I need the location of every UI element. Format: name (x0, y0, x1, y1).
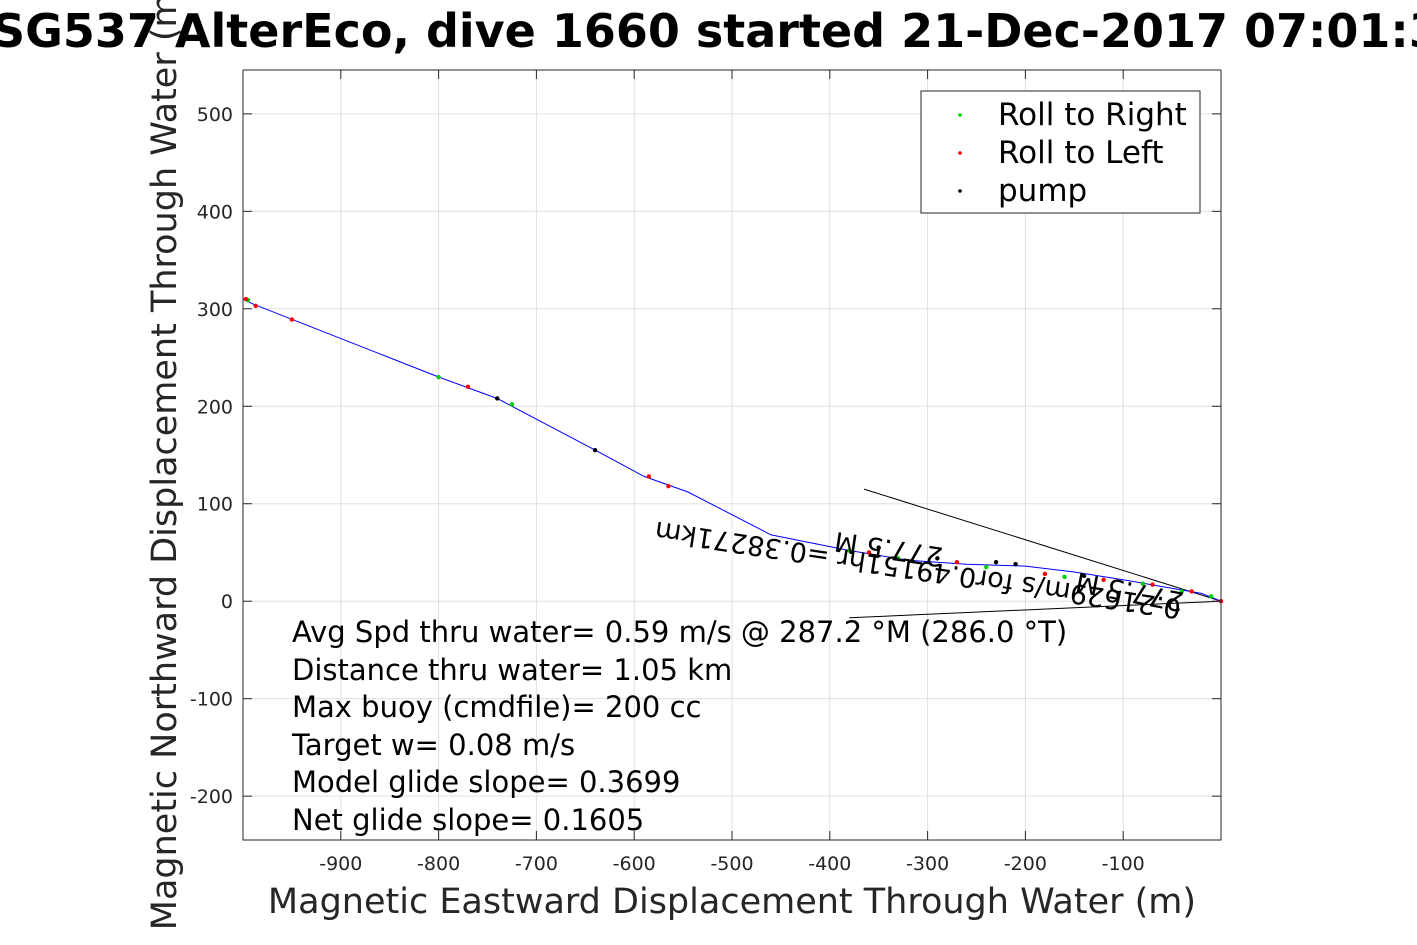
x-tick-labels: -900 -800 -700 -600 -500 -400 -300 -200 -100 (319, 853, 1145, 875)
stat-target-w: Target w= 0.08 m/s (291, 728, 575, 762)
legend-box (920, 90, 1201, 214)
ticks (243, 70, 1221, 840)
data-point (1013, 561, 1018, 567)
legend-label-roll-left: Roll to Left (998, 135, 1164, 171)
data-point (935, 556, 940, 561)
stat-model-glide-slope: Model glide slope= 0.3699 (292, 765, 680, 799)
y-tick-label: 300 (197, 299, 233, 321)
track-line (242, 298, 1222, 602)
data-point (1209, 594, 1214, 599)
y-tick-label: 400 (197, 201, 233, 223)
data-point (896, 556, 901, 561)
stat-distance: Distance thru water= 1.05 km (292, 653, 732, 687)
x-tick-label: -700 (515, 853, 558, 875)
legend-marker-roll-left (958, 151, 962, 155)
legend-marker-roll-right (958, 113, 962, 117)
data-point (847, 548, 852, 553)
x-tick-label: -800 (417, 853, 460, 875)
data-point (993, 560, 999, 565)
x-tick-label: -100 (1102, 853, 1145, 875)
data-point (1081, 573, 1087, 579)
reference-line (863, 488, 1222, 602)
data-point (436, 374, 441, 380)
data-point (1140, 581, 1145, 586)
stat-avg-speed: Avg Spd thru water= 0.59 m/s @ 287.2 °M … (292, 615, 1067, 649)
y-tick-label: -100 (190, 689, 233, 711)
stats-block: Avg Spd thru water= 0.59 m/s @ 287.2 °M … (291, 615, 1067, 837)
data-point (866, 550, 872, 555)
data-point (509, 402, 515, 407)
data-point (1179, 589, 1185, 594)
y-axis-label: Magnetic Northward Displacement Through … (145, 0, 185, 930)
data-point (1042, 571, 1048, 577)
x-axis-label: Magnetic Eastward Displacement Through W… (268, 882, 1196, 922)
data-point (954, 560, 960, 565)
x-tick-label: -400 (808, 853, 851, 875)
x-tick-label: -300 (906, 853, 949, 875)
points-layer (243, 296, 1224, 604)
data-point (253, 303, 258, 309)
stat-max-buoy: Max buoy (cmdfile)= 200 cc (292, 690, 701, 724)
data-point (289, 317, 295, 322)
data-point (1062, 574, 1067, 580)
x-tick-label: -900 (319, 853, 362, 875)
data-point (1189, 589, 1194, 594)
data-point (984, 564, 989, 570)
reference-line (849, 600, 1222, 619)
legend-label-pump: pump (998, 173, 1087, 209)
y-tick-label: 100 (197, 494, 233, 516)
y-tick-label: 500 (197, 104, 233, 126)
x-tick-label: -600 (613, 853, 656, 875)
legend-label-roll-right: Roll to Right (998, 97, 1187, 133)
data-point (1150, 582, 1155, 587)
y-tick-label: 0 (221, 591, 233, 613)
data-point (646, 474, 652, 479)
reference-lines (849, 488, 1222, 619)
stat-net-glide-slope: Net glide slope= 0.1605 (292, 803, 644, 837)
y-tick-label: 200 (197, 396, 233, 418)
track-layer (242, 298, 1222, 602)
legend: Roll to Right Roll to Left pump (920, 90, 1201, 214)
legend-marker-pump (958, 189, 962, 193)
y-tick-label: -200 (190, 786, 233, 808)
y-tick-labels: -200 -100 0 100 200 300 400 500 (190, 104, 233, 808)
x-tick-label: -200 (1004, 853, 1047, 875)
x-tick-label: -500 (710, 853, 753, 875)
data-point (876, 545, 881, 550)
chart-title: SG537 AlterEco, dive 1660 started 21-Dec… (0, 4, 1417, 58)
data-point (465, 384, 471, 389)
data-point (243, 296, 249, 302)
data-point (1101, 577, 1106, 582)
data-point (592, 447, 598, 453)
data-point (666, 483, 671, 489)
data-point (495, 396, 500, 401)
